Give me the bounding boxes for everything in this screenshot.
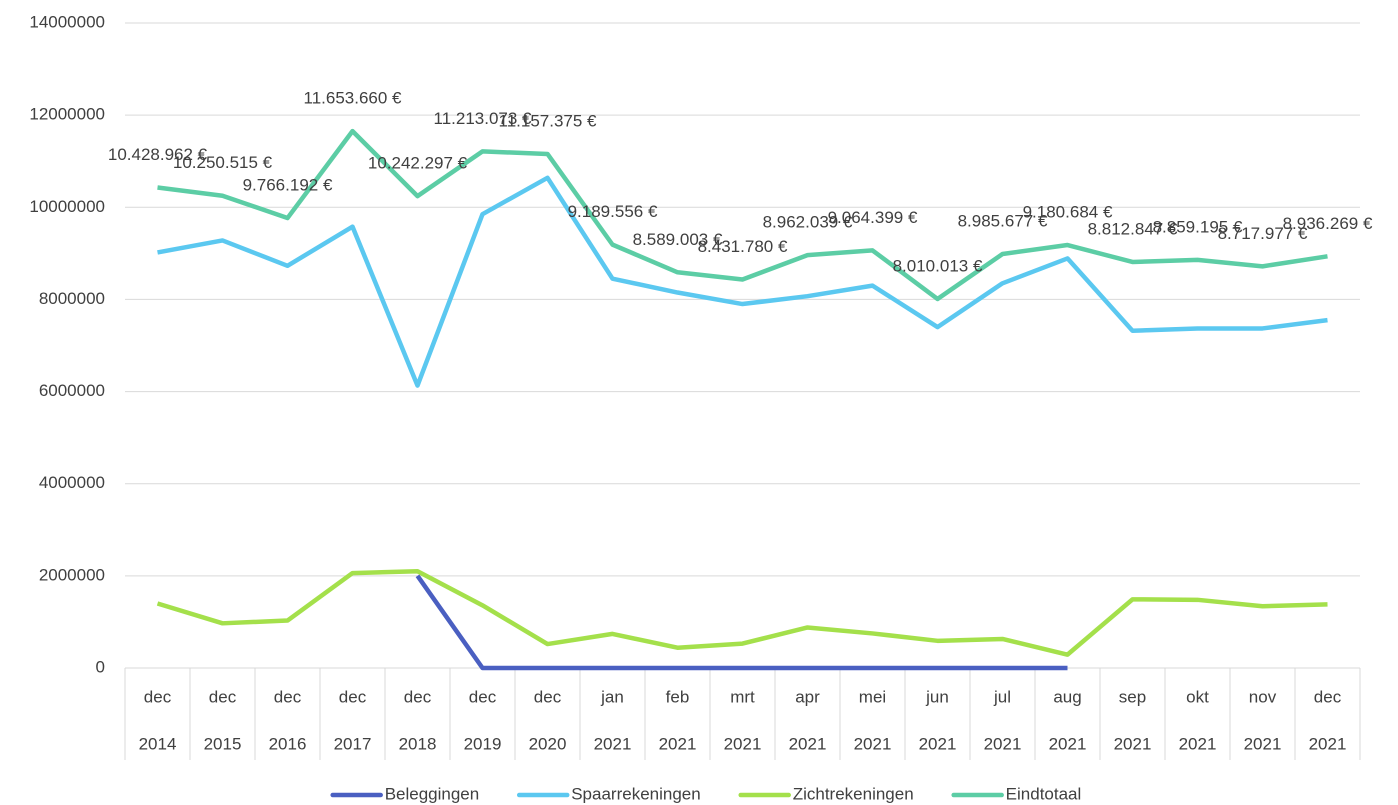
data-label: 11.653.660 €	[304, 89, 403, 108]
x-tick-label: 2021	[919, 734, 957, 753]
x-tick-label: 2014	[139, 734, 177, 753]
x-tick-label: 2021	[1179, 734, 1217, 753]
legend-label: Zichtrekeningen	[793, 784, 914, 803]
series-line	[156, 569, 1328, 657]
x-tick-label: dec	[339, 687, 367, 706]
x-tick-label: dec	[144, 687, 172, 706]
y-tick-label: 4000000	[39, 473, 105, 492]
x-tick-label: 2021	[1244, 734, 1282, 753]
y-tick-label: 6000000	[39, 381, 105, 400]
x-tick-label: dec	[274, 687, 302, 706]
x-tick-label: mei	[859, 687, 886, 706]
y-tick-label: 0	[96, 657, 105, 676]
x-tick-label: 2017	[334, 734, 372, 753]
x-tick-label: nov	[1249, 687, 1277, 706]
legend-label: Beleggingen	[385, 784, 480, 803]
x-tick-label: dec	[209, 687, 237, 706]
y-tick-label: 12000000	[29, 105, 105, 124]
x-tick-label: dec	[1314, 687, 1342, 706]
x-tick-label: dec	[469, 687, 497, 706]
data-label: 8.812.847 €	[1088, 219, 1178, 238]
x-tick-label: 2020	[529, 734, 567, 753]
y-tick-label: 14000000	[29, 12, 105, 31]
data-label: 8.936.269 €	[1283, 214, 1373, 233]
data-label: 8.717.977 €	[1218, 224, 1308, 243]
x-tick-label: okt	[1186, 687, 1209, 706]
x-tick-label: 2019	[464, 734, 502, 753]
x-tick-label: jun	[925, 687, 949, 706]
x-tick-label: apr	[795, 687, 820, 706]
x-tick-label: dec	[534, 687, 562, 706]
y-tick-label: 2000000	[39, 565, 105, 584]
data-label: 9.766.192 €	[243, 176, 333, 195]
series-line	[157, 175, 1328, 388]
data-label: 10.250.515 €	[173, 153, 273, 172]
y-tick-label: 8000000	[39, 289, 105, 308]
data-label: 8.589.003 €	[633, 230, 723, 249]
data-label: 9.064.399 €	[828, 208, 918, 227]
x-tick-label: 2021	[789, 734, 827, 753]
x-tick-label: 2016	[269, 734, 307, 753]
data-label: 11.213.073 €	[434, 109, 533, 128]
legend-label: Eindtotaal	[1006, 784, 1082, 803]
data-label: 8.859.195 €	[1153, 217, 1243, 236]
x-tick-label: 2021	[1309, 734, 1347, 753]
x-tick-label: 2015	[204, 734, 242, 753]
data-label: 8.962.039 €	[763, 213, 853, 232]
legend-label: Spaarrekeningen	[571, 784, 700, 803]
data-label: 9.189.556 €	[568, 202, 658, 221]
x-tick-label: feb	[666, 687, 690, 706]
data-label: 11.157.375 €	[499, 111, 598, 130]
x-tick-label: 2021	[724, 734, 762, 753]
x-tick-label: 2021	[1049, 734, 1087, 753]
data-label: 8.010.013 €	[893, 256, 983, 275]
series-line	[415, 574, 1068, 671]
y-tick-label: 10000000	[29, 197, 105, 216]
x-tick-label: 2021	[594, 734, 632, 753]
data-label: 8.985.677 €	[958, 212, 1048, 231]
x-tick-label: 2021	[659, 734, 697, 753]
series-line	[157, 128, 1328, 302]
data-label: 8.431.780 €	[698, 237, 788, 256]
x-tick-label: dec	[404, 687, 432, 706]
x-tick-label: sep	[1119, 687, 1146, 706]
x-tick-label: 2018	[399, 734, 437, 753]
x-tick-label: jan	[600, 687, 624, 706]
x-tick-label: aug	[1053, 687, 1081, 706]
x-tick-label: 2021	[1114, 734, 1152, 753]
x-tick-label: jul	[993, 687, 1011, 706]
x-tick-label: 2021	[984, 734, 1022, 753]
x-tick-label: 2021	[854, 734, 892, 753]
x-tick-label: mrt	[730, 687, 755, 706]
data-label: 9.180.684 €	[1023, 203, 1113, 222]
data-label: 10.428.962 €	[108, 145, 208, 164]
data-label: 10.242.297 €	[368, 154, 468, 173]
